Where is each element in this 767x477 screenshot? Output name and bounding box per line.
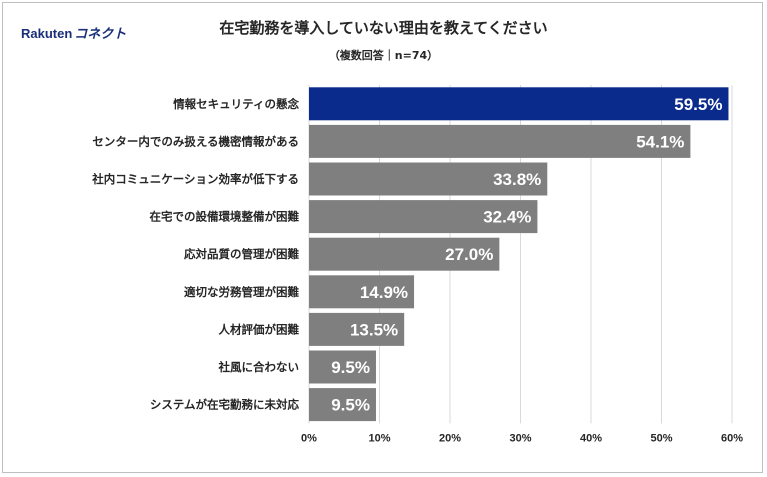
category-label: 在宅での設備環境整備が困難 [150, 210, 300, 224]
rakuten-connect-logo: Rakuten コネクト [21, 23, 126, 42]
bar-value-label: 14.9% [360, 283, 408, 302]
bar-value-label: 9.5% [331, 358, 370, 377]
logo-connect-text: コネクト [74, 26, 127, 41]
bar-chart: 59.5% 54.1% 33.8% 32.4% 27.0% 14.9% 13.5% 9.5% 9… [91, 85, 743, 444]
x-tick-label: 10% [368, 432, 390, 444]
bar [309, 275, 415, 309]
bar-value-label: 27.0% [445, 245, 493, 264]
bar [309, 312, 405, 346]
bar-value-label: 13.5% [350, 320, 398, 339]
bars: 59.5% 54.1% 33.8% 32.4% 27.0% 14.9% 13.5% 9.5% 9… [309, 87, 729, 422]
bar [309, 237, 500, 271]
category-label: 適切な労務管理が困難 [184, 285, 299, 299]
category-label: 情報セキュリティの懸念 [172, 97, 299, 111]
bar-value-label: 33.8% [493, 170, 541, 189]
x-tick-label: 60% [721, 432, 743, 444]
category-label: 応対品質の管理が困難 [184, 247, 299, 261]
bar [309, 200, 538, 234]
bar [309, 87, 729, 121]
category-label: センター内でのみ扱える機密情報がある [92, 134, 299, 148]
x-tick-label: 0% [301, 432, 317, 444]
category-label: システムが在宅勤務に未対応 [150, 398, 300, 412]
x-tick-label: 30% [509, 432, 531, 444]
x-tick-label: 50% [650, 432, 672, 444]
x-tick-label: 20% [439, 432, 461, 444]
chart-frame: Rakuten コネクト 在宅勤務を導入していない理由を教えてください （複数回答… [2, 2, 763, 473]
x-axis-tick-labels: 0% 10% 20% 30% 40% 50% 60% [301, 432, 743, 444]
category-label: 社内コミュニケーション効率が低下する [91, 172, 299, 186]
chart-subtitle: （複数回答｜n=74） [328, 49, 439, 62]
bar [309, 124, 691, 158]
bar [309, 162, 548, 196]
category-label: 人材評価が困難 [219, 322, 300, 336]
bar [309, 388, 376, 422]
category-labels: 情報セキュリティの懸念センター内でのみ扱える機密情報がある社内コミュニケーション… [91, 97, 299, 412]
bar-value-label: 9.5% [331, 396, 370, 415]
bar [309, 350, 376, 384]
chart-title: 在宅勤務を導入していない理由を教えてください [219, 19, 548, 37]
bar-value-label: 32.4% [483, 208, 531, 227]
category-label: 社風に合わない [218, 360, 300, 374]
logo-rakuten-text: Rakuten [21, 26, 73, 41]
bar-value-label: 54.1% [636, 132, 684, 151]
bar-value-label: 59.5% [674, 95, 722, 114]
x-tick-label: 40% [580, 432, 602, 444]
